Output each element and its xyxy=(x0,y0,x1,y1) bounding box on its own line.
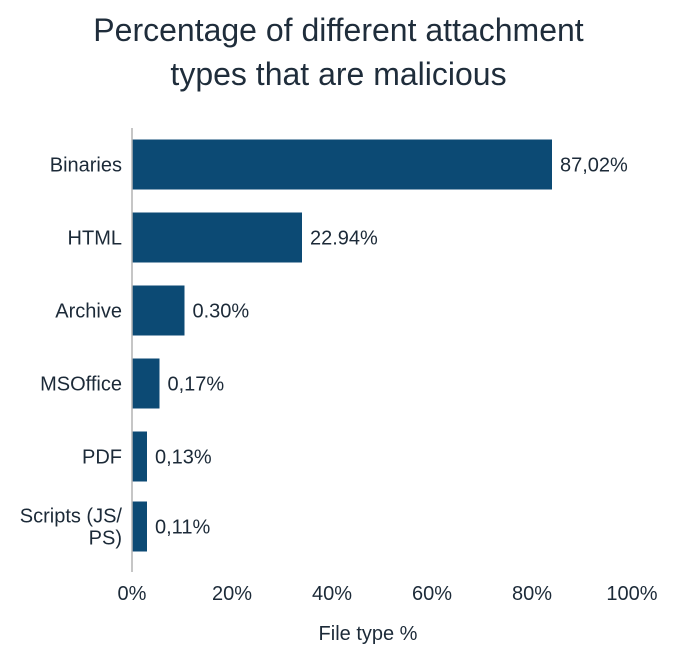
bar-1 xyxy=(132,212,302,263)
chart-title: Percentage of different attachment types… xyxy=(0,8,677,96)
value-label-3: 0,17% xyxy=(168,374,225,396)
bar-4 xyxy=(132,431,147,482)
x-tick-label-3: 60% xyxy=(412,583,452,605)
value-label-1: 22.94% xyxy=(310,228,378,250)
x-axis-label: File type % xyxy=(319,623,418,645)
bar-3 xyxy=(132,358,160,409)
x-tick-label-2: 40% xyxy=(312,583,352,605)
category-label-5-line-0: Scripts (JS/ xyxy=(20,506,123,528)
x-tick-label-1: 20% xyxy=(212,583,252,605)
bar-5 xyxy=(132,501,147,552)
x-axis-ticks: 0% 20% 40% 60% 80% 100% xyxy=(118,583,658,605)
bar-2 xyxy=(132,285,185,336)
category-label-0: Binaries xyxy=(50,155,122,177)
bar-0 xyxy=(132,139,552,190)
chart-title-line-2: types that are malicious xyxy=(170,56,507,92)
bars-group: 87,02% Binaries 22.94% HTML 0.30% Archive 0,17… xyxy=(20,139,628,552)
value-label-5: 0,11% xyxy=(155,517,210,539)
value-label-0: 87,02% xyxy=(560,155,628,177)
category-label-3: MSOffice xyxy=(40,374,122,396)
value-label-2: 0.30% xyxy=(193,301,250,323)
x-tick-label-4: 80% xyxy=(512,583,552,605)
category-label-5-line-1: PS) xyxy=(89,528,122,550)
value-label-4: 0,13% xyxy=(155,447,212,469)
x-tick-label-5: 100% xyxy=(606,583,657,605)
category-label-1: HTML xyxy=(68,228,122,250)
category-label-2: Archive xyxy=(55,301,122,323)
chart-title-line-1: Percentage of different attachment xyxy=(93,12,584,48)
x-tick-label-0: 0% xyxy=(118,583,147,605)
category-label-4: PDF xyxy=(82,447,122,469)
